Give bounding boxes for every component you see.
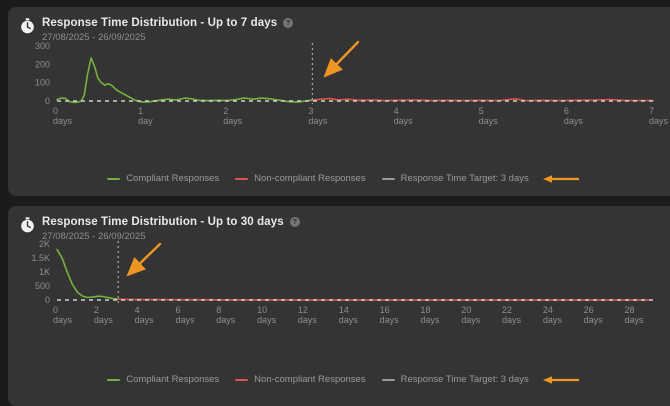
svg-text:days: days [308, 116, 328, 126]
target-swatch-icon [381, 177, 395, 180]
svg-text:2K: 2K [39, 239, 50, 249]
target-swatch-icon [381, 378, 395, 381]
svg-text:1K: 1K [39, 267, 50, 277]
card-response-time-7-days: 0 100 200 300 0 days 1 day 2 days 3 days 4 days 5 days 6… [8, 7, 670, 196]
svg-text:days: days [216, 315, 236, 325]
non-compliant-swatch-icon [235, 378, 249, 381]
date-range: 27/08/2025 - 26/09/2025 [42, 32, 146, 43]
stopwatch-icon [21, 217, 34, 233]
svg-text:4: 4 [135, 305, 140, 315]
svg-text:days: days [420, 315, 440, 325]
legend-item-target[interactable]: Response Time Target: 3 days [381, 173, 529, 184]
compliant-swatch-icon [107, 177, 121, 180]
panel-header: Response Time Distribution - Up to 30 da… [20, 216, 300, 242]
legend-label: Compliant Responses [126, 374, 220, 385]
svg-text:6: 6 [564, 106, 569, 116]
legend-label: Non-compliant Responses [254, 173, 366, 184]
svg-text:8: 8 [216, 305, 221, 315]
svg-text:days: days [53, 315, 73, 325]
svg-text:days: days [584, 315, 604, 325]
svg-text:200: 200 [35, 59, 50, 69]
chart-response-time-7-days[interactable]: 01002003000days1day2days3days4days5days6… [8, 7, 670, 139]
date-range: 27/08/2025 - 26/09/2025 [42, 231, 146, 242]
svg-text:days: days [380, 315, 400, 325]
svg-text:0: 0 [45, 96, 50, 106]
svg-text:5: 5 [479, 106, 484, 116]
legend-item-compliant[interactable]: Compliant Responses [107, 374, 219, 385]
svg-text:days: days [394, 116, 414, 126]
svg-text:22: 22 [502, 305, 512, 315]
svg-text:300: 300 [35, 41, 50, 51]
svg-text:days: days [53, 116, 73, 126]
legend: Compliant Responses Non-compliant Respon… [8, 374, 670, 385]
svg-text:10: 10 [257, 305, 267, 315]
svg-text:14: 14 [339, 305, 349, 315]
svg-text:days: days [502, 315, 522, 325]
svg-text:28: 28 [625, 305, 635, 315]
svg-text:days: days [543, 315, 563, 325]
panel-header: Response Time Distribution - Up to 7 day… [20, 17, 294, 43]
legend-label: Response Time Target: 3 days [400, 374, 529, 385]
legend-label: Response Time Target: 3 days [400, 173, 529, 184]
help-icon[interactable]: ? [289, 217, 300, 227]
legend-item-target[interactable]: Response Time Target: 3 days [381, 374, 529, 385]
svg-text:days: days [298, 315, 318, 325]
svg-text:days: days [257, 315, 277, 325]
svg-text:2: 2 [223, 106, 228, 116]
svg-text:6: 6 [175, 305, 180, 315]
svg-text:100: 100 [35, 78, 50, 88]
svg-text:20: 20 [461, 305, 471, 315]
svg-text:7: 7 [649, 106, 654, 116]
svg-text:16: 16 [380, 305, 390, 315]
stopwatch-icon [21, 18, 34, 34]
legend: Compliant Responses Non-compliant Respon… [8, 173, 670, 184]
svg-text:4: 4 [394, 106, 399, 116]
legend-item-non-compliant[interactable]: Non-compliant Responses [235, 374, 366, 385]
panel-title: Response Time Distribution - Up to 30 da… [42, 216, 284, 228]
svg-text:3: 3 [308, 106, 313, 116]
svg-text:2: 2 [94, 305, 99, 315]
svg-text:0: 0 [45, 295, 50, 305]
svg-text:0: 0 [53, 305, 58, 315]
help-icon[interactable]: ? [283, 18, 294, 28]
svg-text:500: 500 [35, 281, 50, 291]
compliant-swatch-icon [107, 378, 121, 381]
svg-text:days: days [479, 116, 499, 126]
legend-arrow-icon [542, 375, 579, 384]
svg-text:days: days [649, 116, 669, 126]
legend-label: Compliant Responses [126, 173, 220, 184]
legend-item-compliant[interactable]: Compliant Responses [107, 173, 219, 184]
svg-text:days: days [339, 315, 359, 325]
panel-title: Response Time Distribution - Up to 7 day… [42, 17, 278, 29]
svg-text:0: 0 [53, 106, 58, 116]
svg-text:1: 1 [138, 106, 143, 116]
legend-arrow-icon [542, 174, 579, 183]
svg-text:24: 24 [543, 305, 553, 315]
svg-text:days: days [564, 116, 584, 126]
chart-response-time-30-days[interactable]: 05001K1.5K2K0days2days4days6days8days10d… [8, 206, 670, 338]
svg-text:12: 12 [298, 305, 308, 315]
legend-label: Non-compliant Responses [254, 374, 366, 385]
svg-text:days: days [461, 315, 481, 325]
svg-text:day: day [138, 116, 153, 126]
svg-text:18: 18 [420, 305, 430, 315]
svg-text:days: days [94, 315, 114, 325]
svg-text:days: days [135, 315, 155, 325]
svg-text:26: 26 [584, 305, 594, 315]
legend-item-non-compliant[interactable]: Non-compliant Responses [235, 173, 366, 184]
svg-text:days: days [175, 315, 195, 325]
svg-text:days: days [223, 116, 243, 126]
card-response-time-30-days: 0 500 1K 1.5K 2K 0 days 2 days 4 days 6 days 8 days 10 d… [8, 206, 670, 406]
svg-text:days: days [625, 315, 645, 325]
non-compliant-swatch-icon [235, 177, 249, 180]
svg-text:1.5K: 1.5K [31, 253, 50, 263]
